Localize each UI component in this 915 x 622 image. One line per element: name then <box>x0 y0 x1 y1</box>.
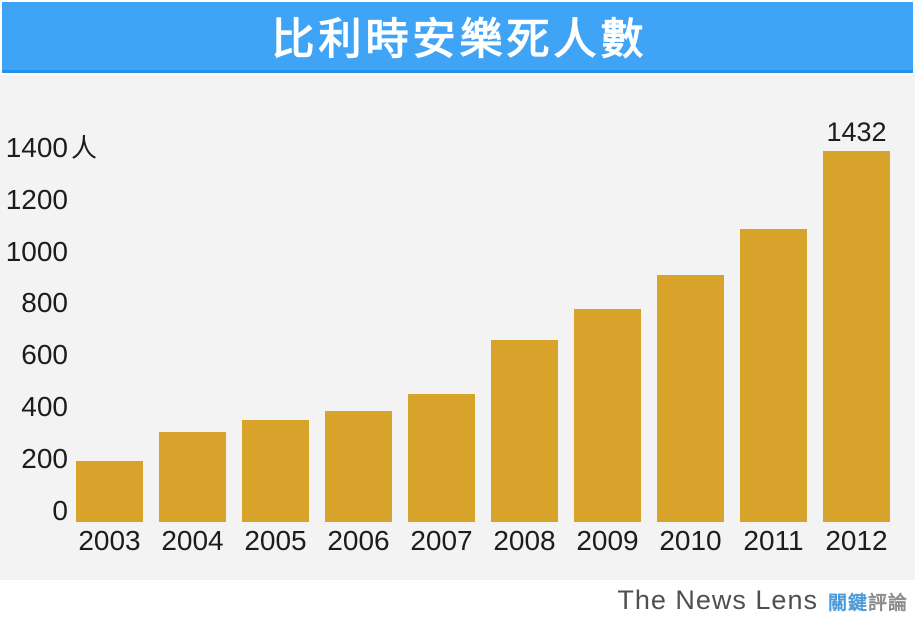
brand-cjk-primary: 關鍵 <box>827 593 868 614</box>
bar-2009 <box>574 309 641 522</box>
y-tick-label: 1000 <box>5 235 68 267</box>
brand-wordmark: The News Lens <box>617 585 818 615</box>
bar-chart: 1400 人 1200 1000 800 600 400 200 0 2003 2004 2005 2… <box>0 75 915 580</box>
y-tick-label: 1400 人 <box>5 132 98 163</box>
y-tick-label: 0 <box>52 494 68 526</box>
chart-header: 比利時安樂死人數 <box>2 2 913 73</box>
x-tick-label: 2007 <box>410 525 473 556</box>
x-tick-label: 2006 <box>327 525 390 556</box>
x-tick-label: 2005 <box>244 525 307 556</box>
data-label: 1432 <box>826 117 887 147</box>
footer-brand: The News Lens 關鍵 評論 <box>0 580 915 622</box>
y-tick-label: 800 <box>21 287 68 319</box>
y-tick-label: 600 <box>21 339 68 371</box>
bar-2008 <box>491 340 558 522</box>
x-tick-label: 2008 <box>493 525 556 556</box>
bar-2003 <box>76 461 143 522</box>
x-tick-label: 2003 <box>78 525 141 556</box>
x-tick-label: 2004 <box>161 525 224 556</box>
y-axis-unit: 人 <box>71 133 98 163</box>
bar-2004 <box>159 432 226 522</box>
bar-2005 <box>242 420 309 522</box>
brand-cjk-secondary: 評論 <box>867 593 908 614</box>
y-tick-label: 400 <box>21 391 68 422</box>
y-tick-label: 1200 <box>5 183 68 215</box>
x-tick-label: 2012 <box>825 525 888 556</box>
bar-2010 <box>657 275 724 522</box>
bar-2011 <box>740 229 807 522</box>
x-tick-label: 2011 <box>743 525 804 556</box>
bar-2012 <box>823 151 890 522</box>
y-tick-label: 200 <box>21 442 68 474</box>
bar-2007 <box>408 394 475 522</box>
chart-title: 比利時安樂死人數 <box>271 16 648 64</box>
bar-2006 <box>325 411 392 522</box>
x-tick-label: 2010 <box>659 525 722 556</box>
x-tick-label: 2009 <box>576 525 639 556</box>
